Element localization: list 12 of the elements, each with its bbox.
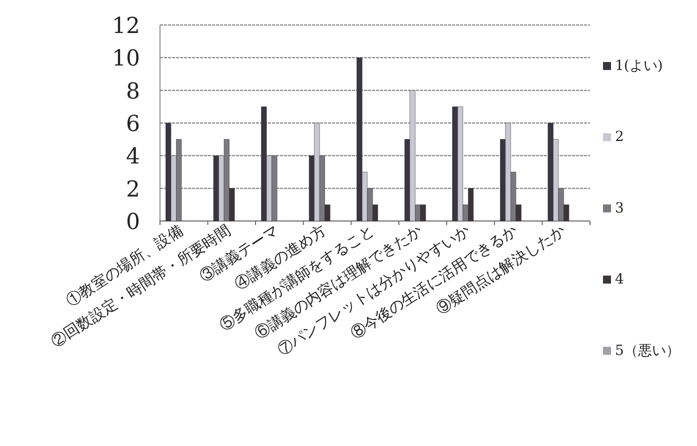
y-tick-label: 12 [112,14,140,39]
legend-label: 3 [615,200,624,216]
y-tick-label: 6 [126,112,140,137]
y-tick-label: 0 [126,210,140,235]
y-tick-label: 4 [126,144,140,170]
legend-label: 4 [615,272,624,288]
y-tick-label: 2 [126,177,140,202]
legend-label: 5（悪い） [615,342,680,359]
legend-label: 1(よい) [615,58,663,74]
y-tick-label: 8 [126,79,140,104]
y-tick-label: 10 [112,46,140,72]
legend-label: 2 [615,129,624,146]
